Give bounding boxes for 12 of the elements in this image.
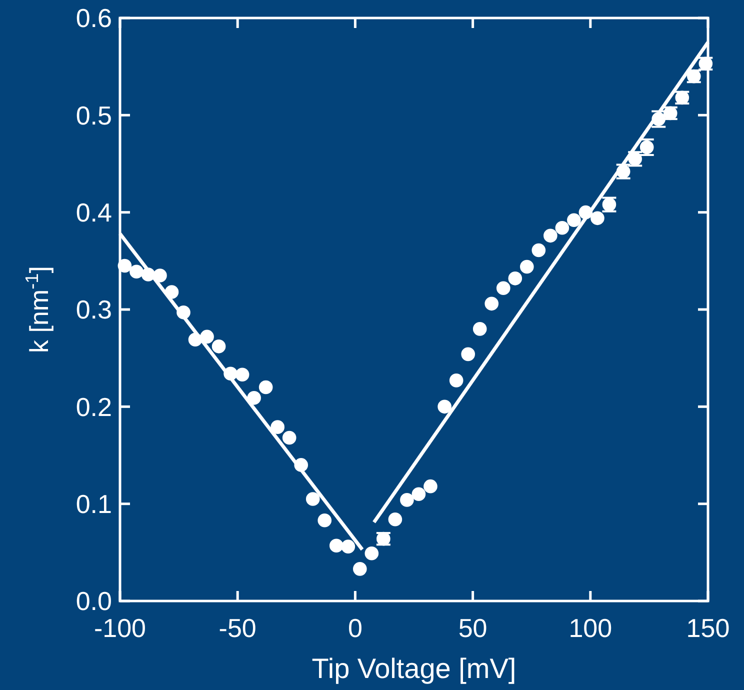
y-tick-label: 0.4 bbox=[76, 197, 112, 228]
x-tick-label: 100 bbox=[568, 613, 612, 643]
y-tick-label: 0.2 bbox=[76, 392, 112, 422]
y-tick-label: 0.5 bbox=[76, 100, 112, 130]
y-tick-label: 0.1 bbox=[76, 488, 112, 519]
y-tick-label: 0.6 bbox=[76, 3, 112, 34]
x-tick-label: 50 bbox=[458, 613, 488, 643]
x-tick-label: 150 bbox=[686, 613, 730, 643]
x-axis-title: Tip Voltage [mV] bbox=[312, 653, 516, 684]
x-tick-label: 0 bbox=[348, 613, 362, 643]
x-tick-label: -50 bbox=[218, 613, 256, 643]
y-tick-label: 0.3 bbox=[76, 294, 112, 325]
